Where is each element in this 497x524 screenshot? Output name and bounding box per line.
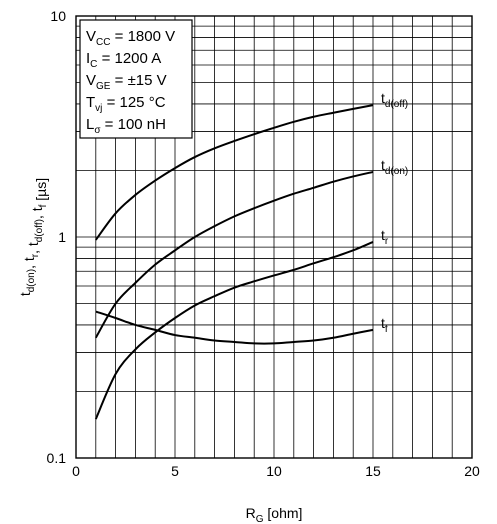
y-tick-label: 1 — [58, 229, 66, 245]
series-line-tdoff — [94, 104, 374, 241]
condition-lsigma: Lσ = 100 nH — [86, 116, 166, 136]
conditions-legend: VCC = 1800 V IC = 1200 A VGE = ±15 V Tvj… — [79, 19, 193, 139]
y-tick-label: 0.1 — [47, 450, 67, 466]
x-tick-label: 0 — [72, 463, 80, 479]
condition-ic: IC = 1200 A — [86, 50, 161, 70]
x-tick-label: 15 — [365, 463, 381, 479]
curves — [94, 104, 374, 420]
series-label-tr: tr — [381, 227, 389, 247]
x-tick-label: 5 — [171, 463, 179, 479]
x-tick-label: 20 — [464, 463, 480, 479]
series-line-tdon — [94, 170, 374, 339]
x-tick-label: 10 — [266, 463, 282, 479]
series-label-tf: tf — [381, 315, 388, 335]
y-axis-title: td(on), tr, td(off), tf [µs] — [17, 178, 49, 296]
condition-vcc: VCC = 1800 V — [86, 28, 175, 48]
series-line-tf — [95, 310, 374, 345]
series-label-tdon: td(on) — [381, 157, 408, 177]
series-line-tr — [94, 241, 374, 420]
grid — [76, 16, 472, 458]
conditions-box — [79, 19, 193, 139]
condition-tvj: Tvj = 125 °C — [86, 94, 166, 114]
y-tick-label: 10 — [50, 8, 66, 24]
x-axis-title: RG [ohm] — [246, 505, 303, 524]
x-tick-labels: 0 5 10 15 20 — [72, 463, 480, 479]
plot-frame — [75, 15, 473, 459]
series-labels: td(off) td(on) tr tf — [381, 90, 408, 335]
series-label-tdoff: td(off) — [381, 90, 408, 110]
y-tick-labels: 0.1 1 10 — [47, 8, 67, 466]
condition-vge: VGE = ±15 V — [86, 72, 167, 92]
